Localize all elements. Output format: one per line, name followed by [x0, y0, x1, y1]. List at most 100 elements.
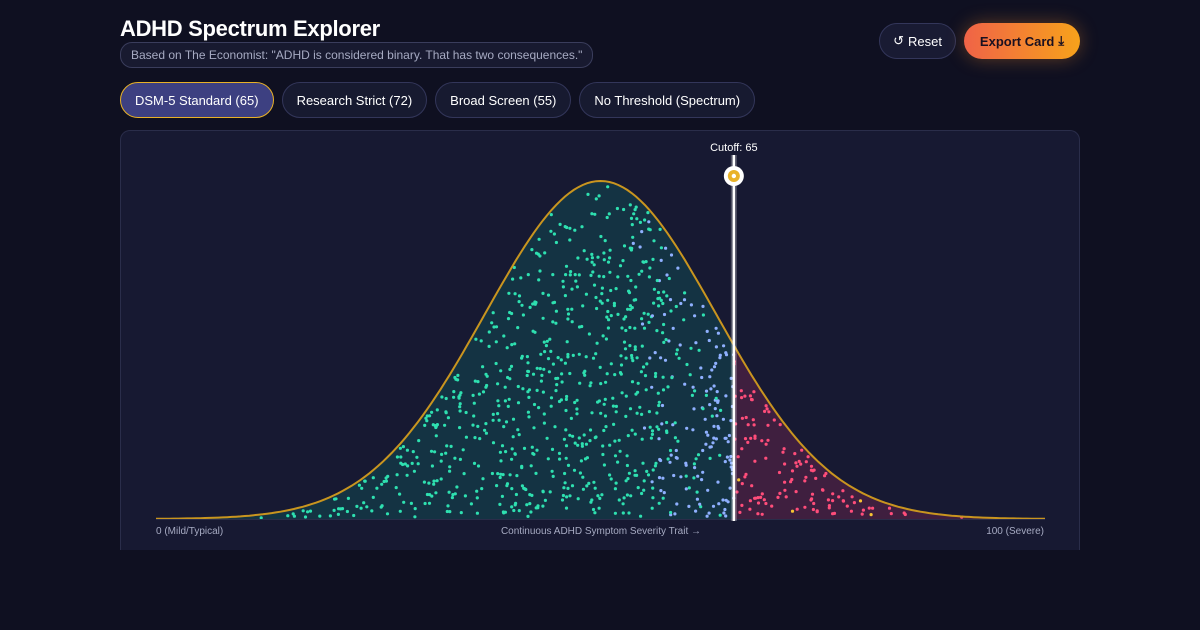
- population-dot: [705, 514, 709, 518]
- population-dot: [659, 356, 663, 360]
- population-dot: [635, 217, 639, 221]
- reset-button[interactable]: ↺ Reset: [879, 23, 956, 59]
- population-dot: [577, 273, 581, 277]
- population-dot: [334, 497, 338, 501]
- population-dot: [491, 441, 496, 445]
- population-dot: [600, 286, 604, 290]
- population-dot: [495, 484, 499, 488]
- population-dot: [756, 512, 760, 516]
- population-dot: [724, 514, 728, 518]
- population-dot: [585, 257, 589, 261]
- population-dot: [449, 444, 453, 448]
- population-dot: [526, 361, 530, 365]
- population-dot: [359, 506, 363, 510]
- population-dot: [712, 384, 716, 388]
- population-dot: [425, 419, 429, 423]
- population-dot: [594, 295, 598, 300]
- population-dot: [602, 275, 606, 279]
- population-dot: [790, 509, 795, 513]
- population-dot: [520, 484, 524, 488]
- population-dot: [604, 337, 608, 341]
- population-dot: [803, 479, 807, 483]
- population-dot: [545, 339, 549, 343]
- population-dot: [752, 390, 756, 394]
- population-dot: [670, 376, 674, 380]
- population-dot: [657, 427, 661, 431]
- population-dot: [654, 371, 658, 376]
- tab-research-strict[interactable]: Research Strict (72): [281, 82, 428, 118]
- population-dot: [841, 489, 845, 493]
- population-dot: [650, 385, 654, 389]
- population-dot: [517, 433, 521, 437]
- population-dot: [657, 437, 661, 441]
- population-dot: [458, 409, 462, 413]
- population-dot: [462, 472, 466, 476]
- population-dot: [570, 484, 575, 488]
- population-dot: [633, 432, 637, 436]
- population-dot: [498, 502, 502, 506]
- population-dot: [508, 473, 512, 477]
- population-dot: [648, 356, 652, 360]
- tab-no-threshold[interactable]: No Threshold (Spectrum): [579, 82, 756, 118]
- population-dot: [511, 435, 515, 439]
- population-dot: [428, 414, 432, 418]
- population-dot: [746, 440, 750, 444]
- population-dot: [643, 374, 648, 378]
- population-dot: [596, 400, 600, 404]
- population-dot: [412, 469, 416, 473]
- population-dot: [593, 436, 597, 440]
- population-dot: [625, 454, 629, 458]
- population-dot: [629, 494, 633, 498]
- population-dot: [628, 344, 632, 348]
- population-dot: [655, 425, 659, 429]
- population-dot: [631, 241, 635, 245]
- population-dot: [621, 511, 625, 515]
- population-dot: [444, 396, 448, 401]
- population-dot: [632, 212, 636, 216]
- population-dot: [642, 479, 646, 483]
- population-dot: [428, 493, 432, 497]
- population-dot: [627, 291, 632, 295]
- population-dot: [380, 504, 384, 508]
- population-dot: [636, 381, 640, 385]
- population-dot: [701, 304, 705, 308]
- population-dot: [650, 506, 654, 510]
- population-dot: [827, 506, 831, 510]
- population-dot: [638, 245, 642, 249]
- population-dot: [600, 493, 604, 497]
- population-dot: [580, 225, 584, 229]
- population-dot: [607, 318, 611, 322]
- cutoff-slider[interactable]: Cutoff: 65: [710, 142, 758, 521]
- population-dot: [633, 469, 637, 473]
- population-dot: [554, 389, 558, 393]
- population-dot: [654, 461, 658, 465]
- population-dot: [661, 476, 665, 480]
- population-dot: [711, 441, 715, 445]
- population-dot: [514, 492, 518, 497]
- population-dot: [546, 293, 551, 297]
- population-dot: [561, 285, 565, 289]
- population-dot: [701, 407, 705, 411]
- population-dot: [572, 468, 577, 472]
- population-dot: [510, 457, 514, 461]
- population-dot: [669, 453, 673, 457]
- population-dot: [540, 373, 544, 377]
- chart-svg: Cutoff: 65 0 (Mild/Typical) Continuous A…: [156, 142, 1045, 537]
- population-dot: [469, 502, 473, 506]
- distribution-chart[interactable]: Cutoff: 65 0 (Mild/Typical) Continuous A…: [120, 130, 1080, 550]
- population-dot: [459, 511, 463, 515]
- tab-dsm5-standard[interactable]: DSM-5 Standard (65): [120, 82, 274, 118]
- population-dot: [647, 320, 651, 324]
- population-dot: [517, 294, 522, 298]
- export-card-button[interactable]: Export Card ⤓: [964, 23, 1080, 59]
- population-dot: [406, 464, 410, 468]
- population-dot: [794, 461, 798, 465]
- population-dot: [605, 315, 609, 319]
- population-dot: [498, 475, 502, 480]
- population-dot: [492, 325, 496, 329]
- population-dot: [529, 510, 533, 514]
- population-dot: [538, 367, 542, 371]
- tab-broad-screen[interactable]: Broad Screen (55): [435, 82, 572, 118]
- population-dot: [668, 298, 673, 302]
- population-dot: [453, 492, 457, 496]
